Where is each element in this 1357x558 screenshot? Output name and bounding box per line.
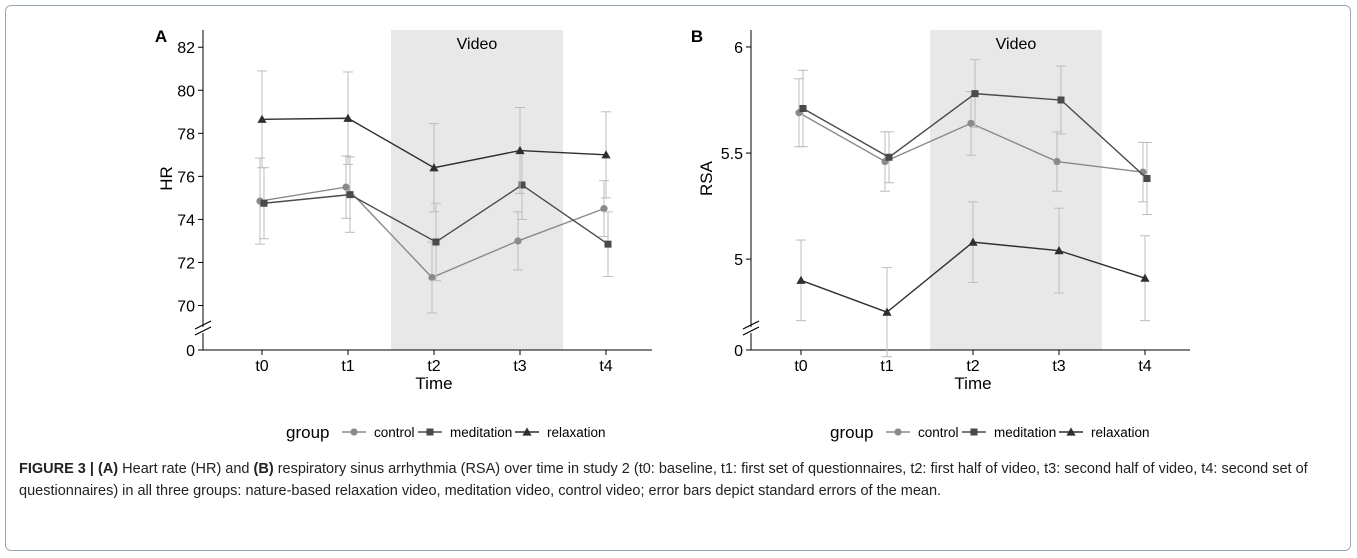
y-tick-label: 74	[177, 212, 195, 229]
panel-a: Video 70 72 74 76 78 80 82 0 t0 t1 t2 t3 t4 Time HR A	[155, 27, 652, 393]
data-point-control	[1053, 157, 1061, 166]
data-point-relaxation	[601, 150, 611, 159]
x-axis-title: Time	[954, 374, 991, 393]
data-point-meditation	[432, 238, 440, 246]
legend-title: group	[830, 423, 873, 442]
caption-b-text: respiratory sinus arrhythmia (RSA) over …	[19, 461, 1308, 499]
data-point-control	[514, 237, 522, 245]
legend-a: group control meditation relaxation	[286, 423, 606, 442]
data-point-control	[600, 205, 608, 213]
y-tick-label: 5	[734, 252, 743, 269]
legend-marker-relaxation	[1066, 427, 1076, 436]
x-tick-label: t2	[427, 358, 440, 375]
data-point-control	[967, 119, 975, 127]
data-point-control	[428, 273, 436, 282]
caption-figure-label: FIGURE 3 |	[19, 461, 98, 477]
figure-caption: FIGURE 3 | (A) Heart rate (HR) and (B) r…	[19, 458, 1339, 502]
legend-label-meditation: meditation	[450, 425, 512, 440]
y-tick-label-zero: 0	[186, 343, 195, 360]
legend-label-control: control	[374, 425, 415, 440]
data-point-meditation	[799, 104, 807, 112]
data-point-meditation	[260, 199, 268, 207]
x-tick-label: t3	[1052, 358, 1065, 375]
y-tick-label: 76	[177, 169, 195, 186]
x-tick-label: t4	[1138, 358, 1151, 375]
y-tick-label: 6	[734, 40, 743, 57]
data-point-meditation	[518, 181, 526, 189]
figure-frame	[5, 5, 1351, 551]
data-point-control	[342, 183, 350, 191]
y-tick-label: 72	[177, 255, 195, 272]
x-tick-label: t1	[341, 358, 354, 375]
x-axis-title: Time	[415, 374, 452, 393]
video-shaded-region	[391, 30, 563, 350]
data-point-relaxation	[1054, 246, 1064, 255]
axis-break-mark	[194, 326, 212, 336]
x-tick-label: t0	[794, 358, 807, 375]
data-point-meditation	[971, 90, 979, 98]
legend-b: group control meditation relaxation	[830, 423, 1150, 442]
data-point-relaxation	[257, 114, 267, 123]
legend-label-meditation: meditation	[994, 425, 1056, 440]
caption-a-text: Heart rate (HR) and	[118, 461, 254, 477]
panel-label: B	[691, 27, 703, 46]
legend-label-relaxation: relaxation	[547, 425, 606, 440]
data-point-meditation	[1057, 96, 1065, 104]
legend-marker-control	[350, 428, 358, 436]
x-tick-label: t4	[599, 358, 612, 375]
legend-marker-relaxation	[522, 427, 532, 436]
data-point-relaxation	[343, 113, 353, 122]
data-point-relaxation	[796, 275, 806, 284]
data-point-relaxation	[1140, 273, 1150, 282]
x-tick-label: t0	[255, 358, 268, 375]
y-tick-label: 82	[177, 40, 195, 57]
data-point-meditation	[1143, 175, 1151, 182]
legend-marker-meditation	[970, 428, 978, 436]
video-shaded-region	[930, 30, 1102, 350]
panel-label: A	[155, 27, 167, 46]
legend-label-relaxation: relaxation	[1091, 425, 1150, 440]
data-point-relaxation	[429, 163, 439, 172]
y-tick-label: 5.5	[721, 146, 743, 163]
axis-break-mark	[742, 326, 760, 336]
x-tick-label: t2	[966, 358, 979, 375]
x-tick-label: t3	[513, 358, 526, 375]
data-point-meditation	[346, 191, 354, 199]
video-region-label: Video	[457, 36, 498, 53]
axis-break-mark	[742, 320, 760, 330]
y-tick-label: 78	[177, 126, 195, 143]
data-point-meditation	[604, 240, 612, 248]
legend-title: group	[286, 423, 329, 442]
y-tick-label: 70	[177, 298, 195, 315]
video-region-label: Video	[996, 36, 1037, 53]
axis-break-mark	[194, 320, 212, 330]
legend-marker-meditation	[426, 428, 434, 436]
y-axis-title: RSA	[697, 160, 716, 196]
data-point-relaxation	[882, 307, 892, 316]
legend-label-control: control	[918, 425, 959, 440]
panel-b: Video 5 5.5 6 0 t0 t1 t2 t3 t4 Time RSA B	[691, 27, 1190, 393]
data-point-relaxation	[968, 237, 978, 246]
legend-marker-control	[894, 428, 902, 436]
caption-b-tag: (B)	[253, 461, 274, 477]
data-point-relaxation	[515, 145, 525, 155]
y-axis-title: HR	[157, 166, 176, 191]
y-tick-label-zero: 0	[734, 343, 743, 360]
data-point-meditation	[885, 153, 893, 161]
x-tick-label: t1	[880, 358, 893, 375]
caption-a-tag: (A)	[98, 461, 119, 477]
y-tick-label: 80	[177, 83, 195, 100]
